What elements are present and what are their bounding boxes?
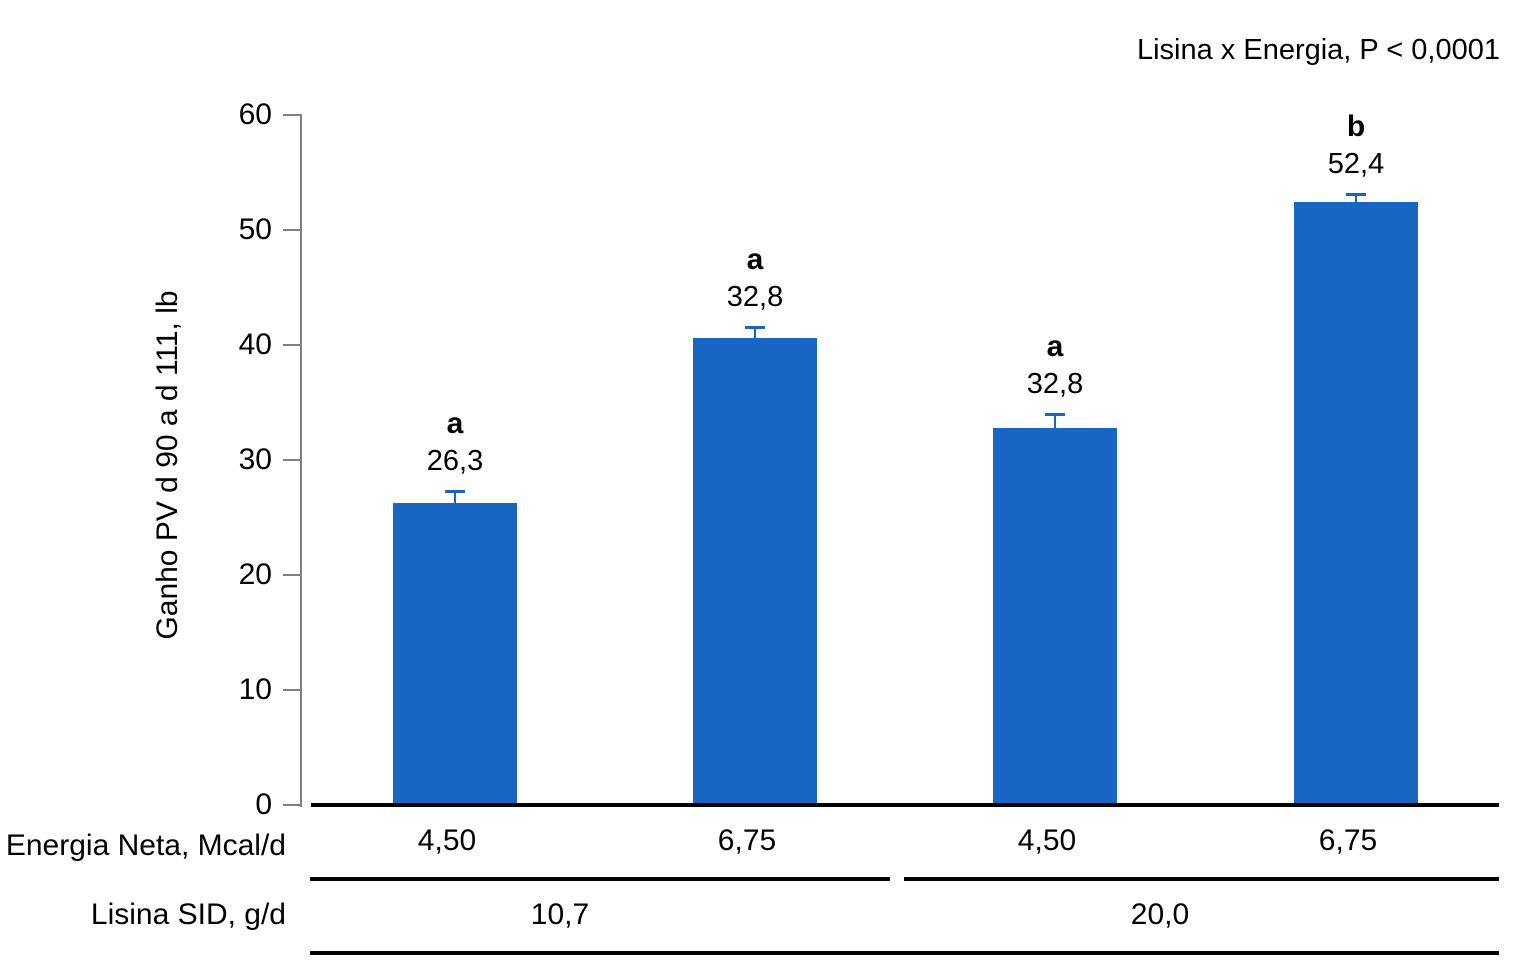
bar-significance-letter: b xyxy=(1346,110,1366,144)
error-bar-stem xyxy=(1355,194,1357,203)
bar xyxy=(993,427,1117,805)
error-bar-cap xyxy=(1346,193,1366,197)
x-axis-line xyxy=(311,803,1499,807)
y-tick-label: 10 xyxy=(238,673,272,706)
bar-value-label: 26,3 xyxy=(426,445,484,478)
energia-value: 4,50 xyxy=(417,824,477,857)
y-tick-mark xyxy=(283,804,302,806)
y-axis-label: Ganho PV d 90 a d 111, lb xyxy=(151,290,184,640)
bar xyxy=(1294,202,1418,805)
bar xyxy=(393,502,517,805)
y-tick-label: 30 xyxy=(238,443,272,476)
x-row-label-lisina: Lisina SID, g/d xyxy=(90,898,286,931)
bar-value-label: 32,8 xyxy=(1026,368,1084,400)
error-bar-cap xyxy=(1045,413,1065,416)
energia-value: 6,75 xyxy=(717,824,777,857)
y-tick-label: 20 xyxy=(238,558,272,591)
y-tick-mark xyxy=(283,229,302,231)
y-tick-mark xyxy=(283,689,302,691)
y-tick-mark xyxy=(283,459,302,461)
error-bar-cap xyxy=(745,325,765,329)
energia-value: 4,50 xyxy=(1017,824,1077,857)
y-tick-label: 50 xyxy=(238,213,272,246)
bar-significance-letter: a xyxy=(746,242,764,276)
bar xyxy=(693,338,817,805)
y-tick-mark xyxy=(283,574,302,576)
bar-value-label: 52,4 xyxy=(1327,148,1385,181)
x-row-label-energia: Energia Neta, Mcal/d xyxy=(5,829,286,862)
energia-value: 6,75 xyxy=(1318,824,1378,857)
error-bar-stem xyxy=(754,326,756,339)
bar-significance-letter: a xyxy=(446,407,464,441)
y-tick-mark xyxy=(283,114,302,116)
lisina-value: 10,7 xyxy=(530,898,590,931)
lisina-row-underline xyxy=(310,951,1499,955)
energia-row-underline-left xyxy=(310,877,890,881)
y-tick-label: 40 xyxy=(238,328,272,361)
energia-row-underline-right xyxy=(904,877,1499,881)
y-tick-label: 0 xyxy=(255,788,272,821)
lisina-value: 20,0 xyxy=(1130,898,1190,931)
y-axis-line xyxy=(300,115,302,807)
error-bar-stem xyxy=(1054,414,1056,428)
bar-value-label: 32,8 xyxy=(726,280,784,313)
error-bar-cap xyxy=(445,490,465,494)
bar-significance-letter: a xyxy=(1046,330,1064,363)
interaction-pvalue-annotation: Lisina x Energia, P < 0,0001 xyxy=(1136,34,1500,66)
y-tick-label: 60 xyxy=(238,98,272,131)
error-bar-stem xyxy=(454,491,456,503)
y-tick-mark xyxy=(283,344,302,346)
